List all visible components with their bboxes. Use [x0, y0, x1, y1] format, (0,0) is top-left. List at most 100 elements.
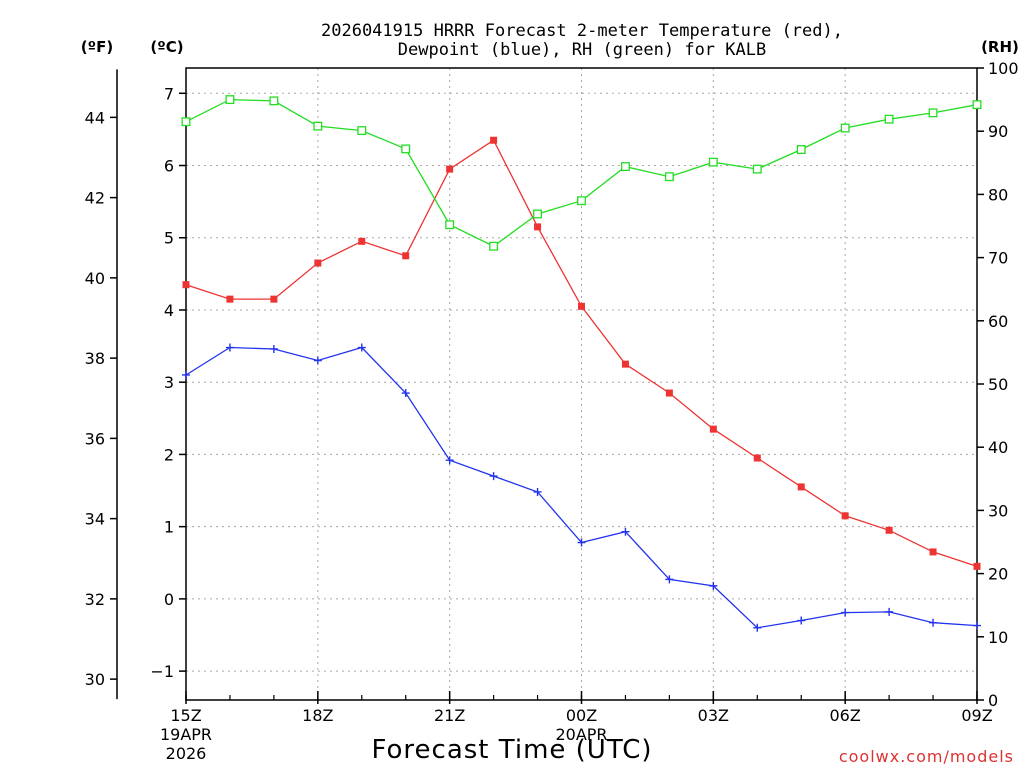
rh-point	[357, 126, 367, 136]
rh-tick-label: 100	[988, 59, 1019, 78]
dewpoint-point	[797, 616, 806, 625]
fahrenheit-tick-label: 40	[85, 269, 105, 288]
dewpoint-point	[489, 472, 498, 481]
rh-point	[708, 157, 718, 167]
rh-tick-label: 20	[988, 565, 1008, 584]
rh-tick-label: 50	[988, 375, 1008, 394]
celsius-tick-label: 1	[164, 518, 174, 537]
rh-tick-label: 0	[988, 691, 998, 710]
celsius-tick-label: 3	[164, 373, 174, 392]
fahrenheit-tick-label: 38	[85, 349, 105, 368]
dewpoint-point	[621, 527, 630, 536]
dewpoint-point	[709, 581, 718, 590]
dewpoint-point	[269, 344, 278, 353]
temperature-point	[665, 389, 673, 397]
dewpoint-point	[841, 608, 850, 617]
dewpoint-point	[445, 456, 454, 465]
celsius-tick-label: 5	[164, 229, 174, 248]
x-tick-date-label: 20APR	[555, 725, 607, 744]
rh-point	[225, 95, 235, 105]
temperature-point	[841, 512, 849, 520]
temperature-point	[885, 526, 893, 534]
dewpoint-point	[182, 370, 190, 379]
fahrenheit-unit-label: (ºF)	[81, 38, 113, 56]
temperature-point	[446, 165, 454, 173]
temperature-point	[578, 302, 585, 310]
x-tick-label: 21Z	[434, 706, 465, 725]
dewpoint-point	[665, 575, 674, 584]
rh-tick-label: 10	[988, 628, 1008, 647]
dewpoint-point	[533, 487, 542, 496]
rh-unit-label: (RH)	[981, 38, 1019, 56]
rh-point	[577, 196, 586, 206]
axes: −101234567303234363840424401020304050607…	[85, 59, 1019, 763]
temperature-point	[929, 548, 937, 556]
dewpoint-point	[885, 607, 894, 616]
fahrenheit-tick-label: 42	[85, 189, 105, 208]
rh-point	[796, 145, 806, 154]
x-tick-year-label: 2026	[166, 744, 207, 763]
rh-point	[313, 121, 323, 131]
temperature-point	[753, 454, 761, 462]
chart-title-line2: Dewpoint (blue), RH (green) for KALB	[398, 40, 766, 60]
dewpoint-point	[973, 621, 981, 630]
celsius-tick-label: 0	[164, 590, 174, 609]
rh-point	[533, 209, 543, 219]
temperature-point	[534, 223, 542, 231]
temperature-point	[490, 136, 498, 144]
celsius-tick-label: 7	[164, 84, 174, 103]
rh-point	[620, 162, 630, 172]
rh-point	[972, 100, 982, 110]
temperature-point	[182, 281, 190, 289]
celsius-unit-label: (ºC)	[150, 38, 183, 56]
dewpoint-point	[753, 623, 762, 632]
fahrenheit-tick-label: 34	[85, 510, 105, 529]
rh-tick-label: 80	[988, 185, 1008, 204]
dewpoint-point	[577, 538, 586, 547]
dewpoint-point	[225, 343, 234, 352]
dewpoint-point	[401, 389, 410, 398]
fahrenheit-tick-label: 44	[85, 108, 105, 127]
temperature-point	[973, 562, 981, 570]
dewpoint-point	[357, 343, 366, 352]
rh-point	[269, 96, 279, 106]
x-tick-label: 15Z	[170, 706, 201, 725]
x-tick-label: 06Z	[830, 706, 861, 725]
temperature-point	[270, 295, 278, 303]
temperature-point	[402, 252, 410, 260]
rh-tick-label: 90	[988, 122, 1008, 141]
series-layer	[181, 95, 982, 632]
rh-point	[489, 241, 499, 251]
celsius-tick-label: 2	[164, 445, 174, 464]
temperature-point	[358, 237, 366, 245]
temperature-point	[226, 295, 234, 303]
temperature-point	[797, 483, 805, 491]
x-axis-title: Forecast Time (UTC)	[371, 735, 652, 765]
grid	[186, 68, 977, 700]
x-tick-label: 03Z	[698, 706, 729, 725]
watermark: coolwx.com/models	[839, 747, 1014, 766]
rh-point	[884, 114, 894, 124]
fahrenheit-tick-label: 36	[85, 429, 105, 448]
fahrenheit-tick-label: 30	[85, 670, 105, 689]
rh-point	[840, 123, 850, 133]
rh-point	[928, 108, 938, 118]
plot-frame	[185, 67, 978, 701]
dewpoint-point	[313, 356, 322, 365]
rh-tick-label: 60	[988, 312, 1008, 331]
celsius-tick-label: −1	[150, 662, 174, 681]
x-tick-label: 00Z	[566, 706, 597, 725]
celsius-tick-label: 4	[164, 301, 174, 320]
rh-point	[664, 172, 674, 182]
rh-point	[752, 164, 762, 174]
rh-point	[181, 117, 191, 127]
x-tick-date-label: 19APR	[160, 725, 212, 744]
celsius-tick-label: 6	[164, 157, 174, 176]
chart-title-line1: 2026041915 HRRR Forecast 2-meter Tempera…	[321, 21, 843, 41]
rh-tick-label: 30	[988, 501, 1008, 520]
temperature-point	[621, 360, 629, 368]
temperature-point	[314, 259, 322, 267]
temperature-point	[709, 425, 717, 433]
x-tick-label: 18Z	[302, 706, 333, 725]
